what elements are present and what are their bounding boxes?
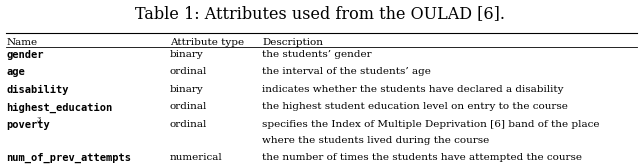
Text: ordinal: ordinal: [170, 120, 207, 129]
Text: the number of times the students have attempted the course: the number of times the students have at…: [262, 153, 582, 162]
Text: ordinal: ordinal: [170, 67, 207, 76]
Text: Attribute type: Attribute type: [170, 38, 244, 47]
Text: age: age: [6, 67, 25, 77]
Text: poverty: poverty: [6, 120, 50, 130]
Text: highest_education: highest_education: [6, 102, 113, 113]
Text: 3: 3: [36, 116, 40, 124]
Text: Description: Description: [262, 38, 323, 47]
Text: specifies the Index of Multiple Deprivation [6] band of the place: specifies the Index of Multiple Deprivat…: [262, 120, 600, 129]
Text: numerical: numerical: [170, 153, 222, 162]
Text: binary: binary: [170, 85, 204, 94]
Text: ordinal: ordinal: [170, 102, 207, 111]
Text: gender: gender: [6, 50, 44, 60]
Text: Name: Name: [6, 38, 38, 47]
Text: where the students lived during the course: where the students lived during the cour…: [262, 136, 490, 145]
Text: disability: disability: [6, 85, 69, 95]
Text: the highest student education level on entry to the course: the highest student education level on e…: [262, 102, 568, 111]
Text: Table 1: Attributes used from the OULAD [6].: Table 1: Attributes used from the OULAD …: [135, 5, 505, 22]
Text: indicates whether the students have declared a disability: indicates whether the students have decl…: [262, 85, 564, 94]
Text: binary: binary: [170, 50, 204, 59]
Text: the students’ gender: the students’ gender: [262, 50, 372, 59]
Text: num_of_prev_attempts: num_of_prev_attempts: [6, 153, 131, 163]
Text: the interval of the students’ age: the interval of the students’ age: [262, 67, 431, 76]
